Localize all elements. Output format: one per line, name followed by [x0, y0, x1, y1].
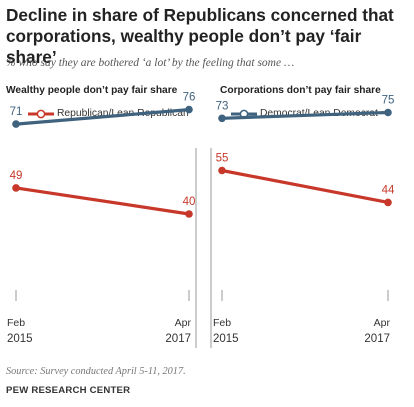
legend-republican: Republican/Lean Republican	[28, 108, 189, 119]
series-line-republican-lean-republican	[14, 186, 191, 216]
x-tick-label-month: Feb	[7, 317, 25, 329]
x-tick-label-month: Feb	[213, 317, 231, 329]
series-line-democrat-lean-democrat	[14, 107, 191, 126]
data-label-republican-lean-republican: 55	[216, 153, 229, 165]
x-tick-label-month: Apr	[175, 317, 192, 329]
data-label-democrat-lean-democrat: 76	[183, 92, 196, 104]
data-label-republican-lean-republican: 40	[183, 196, 196, 208]
footer-org: PEW RESEARCH CENTER	[6, 385, 131, 396]
legend-republican-swatch	[28, 109, 54, 118]
footer-source: Source: Survey conducted April 5-11, 201…	[6, 366, 186, 377]
series-line-democrat-lean-democrat	[220, 110, 390, 120]
x-tick-label-month: Apr	[374, 317, 391, 329]
data-label-democrat-lean-democrat: 73	[216, 100, 229, 112]
panel-title-corporations: Corporations don’t pay fair share	[220, 85, 381, 96]
data-label-republican-lean-republican: 49	[10, 170, 23, 182]
series-line-republican-lean-republican	[220, 168, 390, 204]
legend-republican-label: Republican/Lean Republican	[57, 108, 189, 119]
data-point-republican-lean-republican	[384, 198, 392, 207]
data-point-democrat-lean-democrat	[384, 108, 392, 117]
data-point-republican-lean-republican	[185, 210, 193, 218]
data-label-republican-lean-republican: 44	[382, 184, 395, 196]
x-tick-label-year: 2015	[213, 333, 239, 345]
x-tick-label-year: 2015	[7, 333, 33, 345]
x-tick-label-year: 2017	[165, 333, 191, 345]
panel-title-wealthy: Wealthy people don’t pay fair share	[6, 85, 178, 96]
data-point-democrat-lean-democrat	[218, 114, 226, 123]
data-label-democrat-lean-democrat: 71	[10, 106, 23, 118]
data-point-democrat-lean-democrat	[12, 120, 20, 128]
data-label-democrat-lean-democrat: 75	[382, 95, 395, 107]
chart-subtitle: % who say they are bothered ‘a lot’ by t…	[6, 57, 295, 69]
data-point-democrat-lean-democrat	[185, 105, 193, 114]
x-tick-label-year: 2017	[364, 333, 390, 345]
data-point-republican-lean-republican	[12, 184, 20, 192]
data-point-republican-lean-republican	[218, 166, 226, 175]
chart-title: Decline in share of Republicans concerne…	[6, 5, 394, 67]
